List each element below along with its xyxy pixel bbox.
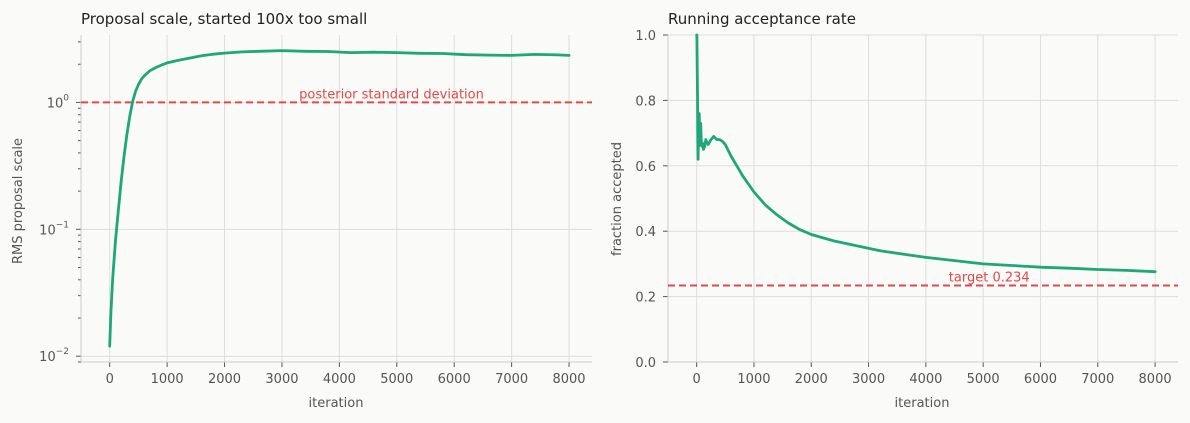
y-tick-label: 10−1 bbox=[39, 220, 69, 238]
x-tick-label: 4000 bbox=[323, 372, 356, 387]
reference-line: posterior standard deviation bbox=[81, 87, 592, 104]
axes: 0 1000 2000 3000 4000 5000 6000 7000 8000 0.0 0.2 0… bbox=[635, 29, 1178, 387]
reference-line-label: target 0.234 bbox=[949, 270, 1030, 285]
x-tick-label: 6000 bbox=[438, 372, 471, 387]
x-tick-label: 8000 bbox=[552, 372, 585, 387]
x-tick-label: 3000 bbox=[852, 372, 885, 387]
grid bbox=[668, 34, 1178, 363]
y-tick-label: 1.0 bbox=[635, 29, 656, 44]
x-tick-label: 7000 bbox=[1081, 372, 1114, 387]
series-line bbox=[108, 49, 571, 348]
chart-proposal-scale: Proposal scale, started 100x too small 0… bbox=[11, 10, 592, 411]
x-tick-label: 4000 bbox=[909, 372, 942, 387]
axes: 0 1000 2000 3000 4000 5000 6000 7000 8000 10−2 10−… bbox=[39, 35, 592, 387]
x-axis-label: iteration bbox=[895, 396, 950, 411]
x-tick-label: 2000 bbox=[208, 372, 241, 387]
x-tick-label: 1000 bbox=[737, 372, 770, 387]
y-tick-label: 0.8 bbox=[635, 94, 656, 109]
x-tick-label: 0 bbox=[693, 372, 701, 387]
y-tick-label: 10−2 bbox=[39, 347, 69, 365]
x-tick-label: 7000 bbox=[495, 372, 528, 387]
series-group bbox=[695, 33, 1157, 274]
y-tick-label: 100 bbox=[47, 93, 70, 111]
y-tick-label: 0.4 bbox=[635, 225, 656, 240]
x-tick-label: 3000 bbox=[265, 372, 298, 387]
y-tick-label: 0.0 bbox=[635, 356, 656, 371]
x-axis-label: iteration bbox=[309, 396, 364, 411]
y-axis-label: RMS proposal scale bbox=[11, 138, 26, 264]
y-tick-label: 0.6 bbox=[635, 160, 656, 175]
x-tick-label: 6000 bbox=[1024, 372, 1057, 387]
series-group bbox=[108, 49, 571, 348]
chart-title: Proposal scale, started 100x too small bbox=[81, 10, 367, 28]
x-tick-label: 8000 bbox=[1139, 372, 1172, 387]
grid bbox=[81, 35, 592, 362]
chart-title: Running acceptance rate bbox=[668, 10, 856, 28]
x-tick-label: 0 bbox=[106, 372, 114, 387]
x-tick-label: 2000 bbox=[795, 372, 828, 387]
series-line bbox=[695, 33, 1157, 274]
x-tick-label: 5000 bbox=[380, 372, 413, 387]
y-tick-label: 0.2 bbox=[635, 291, 656, 306]
reference-line: target 0.234 bbox=[668, 270, 1178, 287]
x-tick-label: 1000 bbox=[151, 372, 184, 387]
chart-acceptance-rate: Running acceptance rate 0 1000 2000 3000 400… bbox=[610, 10, 1178, 411]
reference-line-label: posterior standard deviation bbox=[299, 87, 484, 102]
x-tick-label: 5000 bbox=[967, 372, 1000, 387]
y-axis-label: fraction accepted bbox=[610, 142, 625, 256]
